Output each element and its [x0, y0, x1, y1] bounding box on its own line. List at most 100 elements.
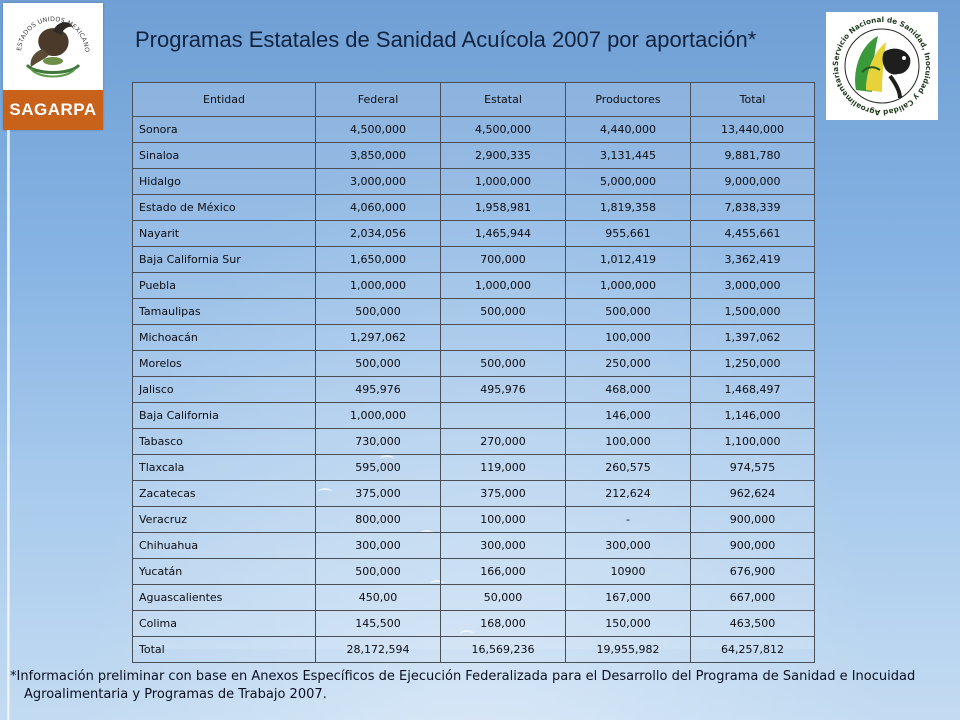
cell-estatal: 500,000 [440, 350, 566, 377]
table-row: Aguascalientes 450,00 50,000 167,000 667… [132, 584, 815, 611]
cell-productores: 3,131,445 [565, 142, 691, 169]
cell-productores: 212,624 [565, 480, 691, 507]
cell-federal: 2,034,056 [315, 220, 441, 247]
cell-productores: 260,575 [565, 454, 691, 481]
table-row: Veracruz 800,000 100,000 - 900,000 [132, 506, 815, 533]
cell-productores: 250,000 [565, 350, 691, 377]
table-row: Morelos 500,000 500,000 250,000 1,250,00… [132, 350, 815, 377]
cell-estatal [440, 324, 566, 351]
cell-entidad: Total [132, 636, 316, 663]
table-header-row: Entidad Federal Estatal Productores Tota… [132, 82, 815, 117]
table-row: Michoacán 1,297,062 100,000 1,397,062 [132, 324, 815, 351]
cell-estatal: 166,000 [440, 558, 566, 585]
footnote-line-1: *Información preliminar con base en Anex… [10, 669, 916, 684]
cell-federal: 500,000 [315, 350, 441, 377]
cell-entidad: Morelos [132, 350, 316, 377]
table-body: Sonora 4,500,000 4,500,000 4,440,000 13,… [132, 116, 815, 663]
table-total-row: Total 28,172,594 16,569,236 19,955,982 6… [132, 636, 815, 663]
cell-total: 9,000,000 [690, 168, 815, 195]
cell-federal: 28,172,594 [315, 636, 441, 663]
column-header-total: Total [690, 82, 815, 117]
cell-productores: 10900 [565, 558, 691, 585]
table-row: Baja California 1,000,000 146,000 1,146,… [132, 402, 815, 429]
cell-total: 3,362,419 [690, 246, 815, 273]
cell-entidad: Hidalgo [132, 168, 316, 195]
cell-estatal: 100,000 [440, 506, 566, 533]
cell-federal: 375,000 [315, 480, 441, 507]
table-row: Tamaulipas 500,000 500,000 500,000 1,500… [132, 298, 815, 325]
cell-productores: 100,000 [565, 324, 691, 351]
cell-federal: 4,500,000 [315, 116, 441, 143]
table-row: Colima 145,500 168,000 150,000 463,500 [132, 610, 815, 637]
table-row: Baja California Sur 1,650,000 700,000 1,… [132, 246, 815, 273]
cell-federal: 800,000 [315, 506, 441, 533]
cell-productores: 300,000 [565, 532, 691, 559]
column-header-productores: Productores [565, 82, 691, 117]
footnote: *Información preliminar con base en Anex… [10, 668, 950, 704]
cell-estatal: 500,000 [440, 298, 566, 325]
cell-entidad: Sinaloa [132, 142, 316, 169]
flag-pole [7, 130, 10, 720]
cell-estatal [440, 402, 566, 429]
cell-estatal: 168,000 [440, 610, 566, 637]
cell-entidad: Chihuahua [132, 532, 316, 559]
page-title: Programas Estatales de Sanidad Acuícola … [135, 27, 757, 52]
table-row: Tabasco 730,000 270,000 100,000 1,100,00… [132, 428, 815, 455]
cell-productores: - [565, 506, 691, 533]
cell-estatal: 119,000 [440, 454, 566, 481]
cell-entidad: Jalisco [132, 376, 316, 403]
table-row: Sonora 4,500,000 4,500,000 4,440,000 13,… [132, 116, 815, 143]
cell-productores: 955,661 [565, 220, 691, 247]
cell-federal: 1,297,062 [315, 324, 441, 351]
cell-entidad: Veracruz [132, 506, 316, 533]
column-header-federal: Federal [315, 82, 441, 117]
cell-entidad: Yucatán [132, 558, 316, 585]
mexican-seal-icon: ESTADOS UNIDOS MEXICANOS [13, 9, 90, 78]
table-row: Yucatán 500,000 166,000 10900 676,900 [132, 558, 815, 585]
cell-federal: 450,00 [315, 584, 441, 611]
sagarpa-logo: ESTADOS UNIDOS MEXICANOS SAGARPA [3, 3, 103, 130]
cell-federal: 730,000 [315, 428, 441, 455]
cell-estatal: 50,000 [440, 584, 566, 611]
cell-entidad: Zacatecas [132, 480, 316, 507]
cell-productores: 167,000 [565, 584, 691, 611]
cell-total: 13,440,000 [690, 116, 815, 143]
cell-productores: 5,000,000 [565, 168, 691, 195]
footnote-line-2: Agroalimentaria y Programas de Trabajo 2… [24, 687, 327, 702]
cell-productores: 1,012,419 [565, 246, 691, 273]
table-row: Jalisco 495,976 495,976 468,000 1,468,49… [132, 376, 815, 403]
cell-estatal: 1,958,981 [440, 194, 566, 221]
column-header-estatal: Estatal [440, 82, 566, 117]
cell-entidad: Michoacán [132, 324, 316, 351]
cell-productores: 100,000 [565, 428, 691, 455]
cell-estatal: 700,000 [440, 246, 566, 273]
cell-total: 64,257,812 [690, 636, 815, 663]
cell-productores: 146,000 [565, 402, 691, 429]
cell-estatal: 2,900,335 [440, 142, 566, 169]
cell-entidad: Tlaxcala [132, 454, 316, 481]
table-row: Puebla 1,000,000 1,000,000 1,000,000 3,0… [132, 272, 815, 299]
cell-federal: 300,000 [315, 532, 441, 559]
cell-total: 463,500 [690, 610, 815, 637]
cell-federal: 3,000,000 [315, 168, 441, 195]
senasica-emblem-icon: Servicio Nacional de Sanidad, Inocuidad … [831, 15, 933, 117]
table-row: Tlaxcala 595,000 119,000 260,575 974,575 [132, 454, 815, 481]
cell-productores: 150,000 [565, 610, 691, 637]
cell-total: 1,146,000 [690, 402, 815, 429]
cell-federal: 4,060,000 [315, 194, 441, 221]
cell-federal: 1,000,000 [315, 402, 441, 429]
table-row: Nayarit 2,034,056 1,465,944 955,661 4,45… [132, 220, 815, 247]
column-header-entidad: Entidad [132, 82, 316, 117]
cell-estatal: 4,500,000 [440, 116, 566, 143]
cell-total: 9,881,780 [690, 142, 815, 169]
cell-federal: 145,500 [315, 610, 441, 637]
cell-total: 974,575 [690, 454, 815, 481]
cell-productores: 468,000 [565, 376, 691, 403]
cell-total: 1,100,000 [690, 428, 815, 455]
cell-estatal: 270,000 [440, 428, 566, 455]
contributions-table: Entidad Federal Estatal Productores Tota… [132, 82, 815, 663]
cell-entidad: Nayarit [132, 220, 316, 247]
cell-entidad: Estado de México [132, 194, 316, 221]
table-row: Chihuahua 300,000 300,000 300,000 900,00… [132, 532, 815, 559]
cell-total: 667,000 [690, 584, 815, 611]
